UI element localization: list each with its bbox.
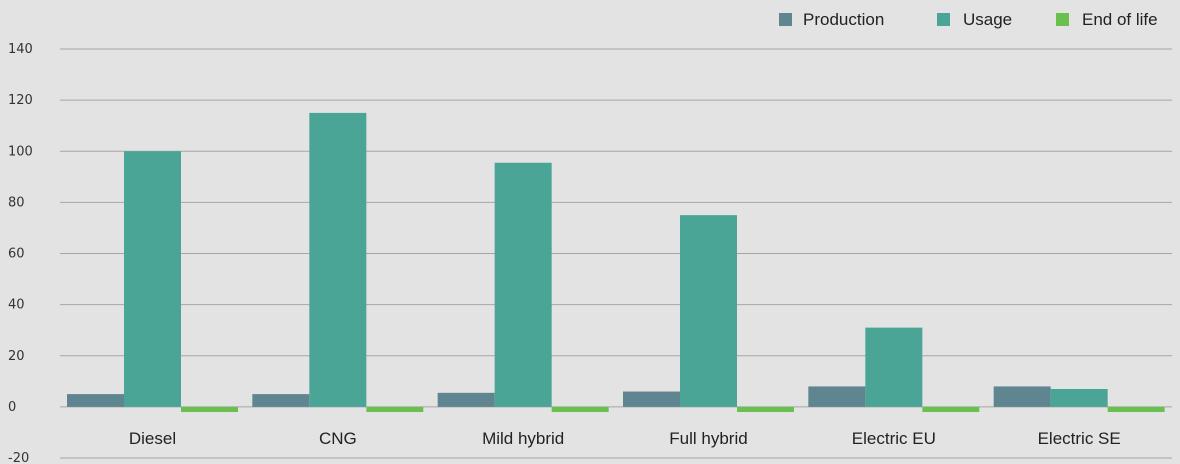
x-tick-label: CNG [319, 429, 357, 448]
bar-production [623, 391, 680, 407]
legend-label: Usage [963, 10, 1012, 29]
y-tick-label: 140 [8, 42, 33, 57]
x-tick-label: Full hybrid [669, 429, 747, 448]
y-tick-label: -20 [8, 451, 29, 464]
legend-swatch [937, 13, 950, 26]
x-tick-label: Diesel [129, 429, 176, 448]
y-tick-label: 80 [8, 195, 25, 210]
bar-usage [124, 151, 181, 407]
x-tick-label: Mild hybrid [482, 429, 564, 448]
bar-production [808, 386, 866, 407]
bar-production [252, 394, 310, 407]
legend-label: Production [803, 10, 884, 29]
bar-production [437, 392, 495, 407]
x-tick-label: Electric EU [852, 429, 936, 448]
y-tick-label: 100 [8, 144, 33, 159]
bar-usage [680, 215, 737, 407]
y-tick-label: 40 [8, 298, 25, 313]
bar-usage [309, 112, 367, 407]
bar-usage [1050, 388, 1108, 407]
bar-usage [865, 327, 923, 407]
x-tick-label: Electric SE [1038, 429, 1121, 448]
bar-end-of-life [1107, 406, 1165, 412]
legend-label: End of life [1082, 10, 1158, 29]
x-axis-ticks: Diesel CNG Mild hybrid Full hybrid Electric … [129, 429, 1121, 448]
bar-production [993, 386, 1051, 407]
grid-layer [60, 48, 1172, 459]
y-tick-label: 0 [8, 400, 16, 415]
y-tick-label: 120 [8, 93, 33, 108]
bar-end-of-life [551, 406, 609, 412]
y-tick-label: 60 [8, 247, 25, 262]
bar-production [67, 394, 124, 407]
bars [67, 112, 1165, 412]
legend-swatch [779, 13, 792, 26]
bar-usage [494, 162, 552, 407]
legend: Production Usage End of life [779, 10, 1158, 29]
y-axis-ticks: -20 0 20 40 60 80 100 120 140 [8, 42, 33, 464]
bar-end-of-life [922, 406, 980, 412]
bar-end-of-life [181, 406, 238, 412]
legend-swatch [1056, 13, 1069, 26]
bar-end-of-life [366, 406, 424, 412]
bar-end-of-life [737, 406, 794, 412]
y-tick-label: 20 [8, 349, 25, 364]
